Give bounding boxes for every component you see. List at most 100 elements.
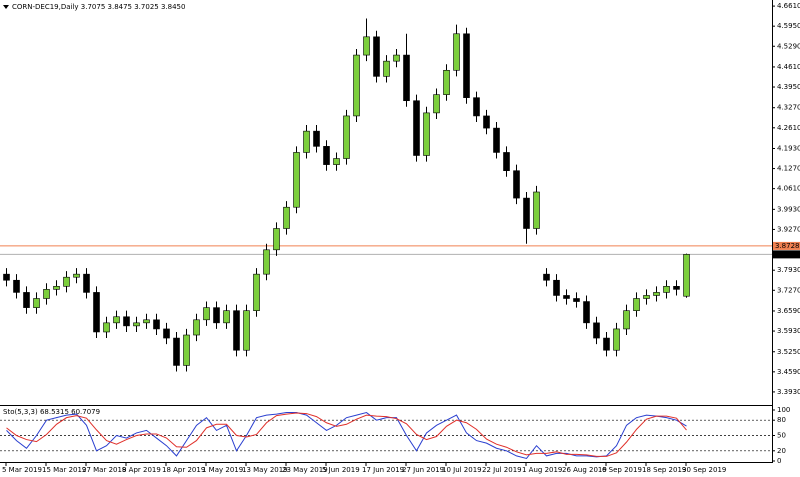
candle-body: [163, 328, 170, 339]
x-tick-label: 22 Jul 2019: [482, 466, 522, 474]
candle-body: [523, 197, 530, 229]
candle-body: [273, 228, 280, 251]
candle-body: [243, 310, 250, 351]
y-tick-label: 4.4610: [777, 63, 800, 71]
y-tick-label: 4.6610: [777, 2, 800, 10]
y-tick-label: 3.7270: [777, 286, 800, 294]
candle-body: [193, 319, 200, 336]
candle-body: [83, 273, 90, 293]
x-tick-label: 1 May 2019: [202, 466, 243, 474]
y-tick-label: 4.2610: [777, 124, 800, 132]
candle-body: [543, 273, 550, 281]
indicator-tick-label: 100: [777, 406, 790, 414]
candle-body: [433, 94, 440, 114]
y-tick-label: 4.0610: [777, 185, 800, 193]
candle-body: [323, 146, 330, 165]
candle-body: [113, 316, 120, 324]
candle-body: [13, 279, 20, 293]
candle-body: [53, 286, 60, 290]
candle-body: [123, 316, 130, 327]
candle-body: [633, 298, 640, 311]
candle-body: [473, 97, 480, 117]
x-tick-label: 27 Jun 2019: [402, 466, 444, 474]
x-tick-label: 15 Mar 2019: [42, 466, 86, 474]
hline-label-box: [773, 241, 800, 250]
indicator-tick-label: 50: [777, 432, 786, 440]
candle-body: [173, 337, 180, 366]
candle-body: [573, 298, 580, 302]
menu-triangle: [3, 5, 9, 9]
y-tick-label: 3.9270: [777, 225, 800, 233]
candle-body: [223, 310, 230, 324]
x-tick-label: 8 Apr 2019: [122, 466, 161, 474]
x-tick-label: 17 Jun 2019: [362, 466, 404, 474]
candle-body: [43, 289, 50, 299]
candle-body: [553, 279, 560, 296]
candle-body: [23, 292, 30, 308]
candle-body: [343, 115, 350, 159]
candle-body: [373, 36, 380, 77]
candle-body: [663, 286, 670, 293]
candle-body: [133, 322, 140, 327]
indicator-tick-label: 0: [777, 457, 781, 465]
candle-body: [673, 286, 680, 290]
candle-body: [283, 206, 290, 229]
candle-body: [623, 310, 630, 330]
y-tick-label: 3.4590: [777, 368, 800, 376]
x-tick-label: 10 Jul 2019: [442, 466, 482, 474]
indicator-line: [6, 412, 687, 457]
candle-body: [253, 273, 260, 311]
x-tick-label: 26 Aug 2019: [562, 466, 607, 474]
indicator-tick-label: 20: [777, 447, 786, 455]
candle-body: [313, 130, 320, 147]
x-tick-label: 23 May 2019: [282, 466, 328, 474]
hline-label: 3.8728: [775, 242, 800, 250]
y-tick-label: 4.1930: [777, 144, 800, 152]
candle-body: [483, 115, 490, 129]
candle-body: [183, 334, 190, 366]
candle-body: [153, 319, 160, 330]
candle-body: [73, 273, 80, 278]
candle-body: [383, 60, 390, 77]
candle-body: [653, 292, 660, 296]
candle-body: [93, 292, 100, 333]
candle-body: [143, 319, 150, 324]
y-tick-label: 4.5950: [777, 22, 800, 30]
candle-body: [593, 322, 600, 339]
x-tick-label: 1 Aug 2019: [522, 466, 562, 474]
x-tick-label: 30 Sep 2019: [682, 466, 726, 474]
x-tick-label: 27 Mar 2019: [82, 466, 126, 474]
x-tick-label: 18 Sep 2019: [642, 466, 686, 474]
candle-body: [603, 337, 610, 351]
candle-body: [103, 322, 110, 333]
candle-body: [583, 301, 590, 324]
candle-body: [683, 254, 690, 297]
candle-body: [513, 170, 520, 199]
y-tick-label: 3.5250: [777, 348, 800, 356]
candle-body: [423, 112, 430, 156]
candle-body: [493, 127, 500, 153]
y-tick-label: 3.7930: [777, 266, 800, 274]
candle-body: [263, 249, 270, 275]
candle-body: [303, 130, 310, 153]
candle-body: [413, 100, 420, 156]
candle-body: [563, 295, 570, 299]
y-tick-label: 3.3930: [777, 388, 800, 396]
candle-body: [453, 33, 460, 71]
candle-body: [363, 36, 370, 56]
candle-body: [233, 310, 240, 351]
candle-body: [333, 158, 340, 165]
indicator-tick-label: 80: [777, 416, 786, 424]
x-tick-label: 13 May 2019: [242, 466, 288, 474]
candle-body: [643, 295, 650, 299]
candle-body: [393, 54, 400, 62]
y-tick-label: 4.1270: [777, 165, 800, 173]
candle-body: [463, 33, 470, 98]
candle-body: [213, 307, 220, 324]
candle-body: [443, 69, 450, 95]
y-tick-label: 3.9930: [777, 205, 800, 213]
x-tick-label: 6 Sep 2019: [602, 466, 642, 474]
candle-body: [3, 273, 10, 281]
candle-body: [33, 298, 40, 308]
indicator-line: [6, 412, 687, 460]
